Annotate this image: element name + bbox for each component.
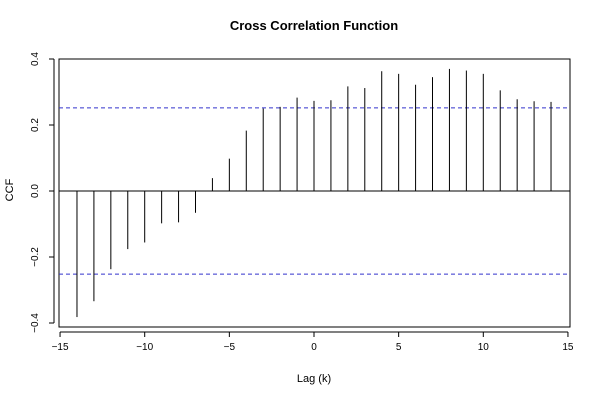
plot-frame xyxy=(58,58,571,328)
x-tick-label: 0 xyxy=(311,342,317,353)
x-tick-label: −15 xyxy=(52,342,69,353)
y-axis-label: CCF xyxy=(4,178,16,201)
y-tick-label: 0.2 xyxy=(30,118,41,132)
x-tick-label: 10 xyxy=(478,342,490,353)
chart-title: Cross Correlation Function xyxy=(230,18,398,33)
y-tick-label: −0.2 xyxy=(30,247,41,267)
x-axis-label: Lag (k) xyxy=(297,373,331,385)
x-tick-label: 5 xyxy=(396,342,402,353)
y-tick-label: 0.4 xyxy=(30,52,41,66)
x-tick-label: −10 xyxy=(136,342,153,353)
x-tick-label: −5 xyxy=(224,342,236,353)
y-tick-label: 0.0 xyxy=(30,184,41,198)
y-tick-label: −0.4 xyxy=(30,313,41,333)
plot-area: −15 −10 −5 0 5 10 15 −0.4 −0.2 0.0 0.2 0.4 xyxy=(30,52,574,353)
x-tick-label: 15 xyxy=(562,342,574,353)
